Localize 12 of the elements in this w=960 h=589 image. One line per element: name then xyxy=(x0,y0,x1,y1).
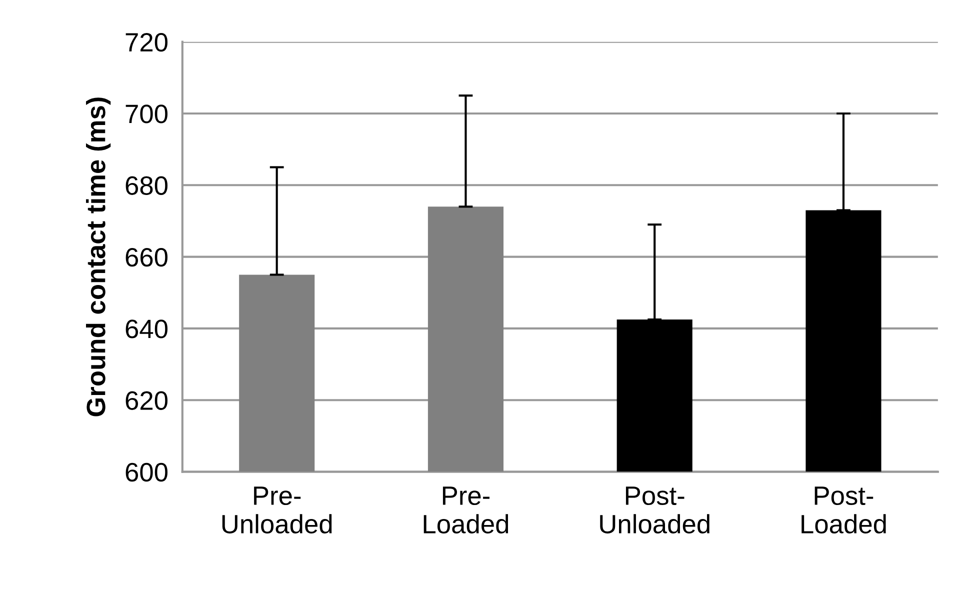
y-axis-title: Ground contact time (ms) xyxy=(86,98,111,416)
y-tick-label: 660 xyxy=(126,248,168,267)
y-tick-label: 700 xyxy=(126,104,168,124)
y-tick-label: 680 xyxy=(126,176,168,195)
x-tick-label: Pre- Unloaded xyxy=(222,486,332,534)
y-tick-label: 720 xyxy=(126,32,168,52)
y-tick-label: 600 xyxy=(126,462,168,482)
x-tick-label: Pre- Loaded xyxy=(424,486,508,534)
y-tick-label: 620 xyxy=(126,391,168,410)
x-tick-label: Post- Unloaded xyxy=(600,486,710,534)
x-tick-label: Post- Loaded xyxy=(802,486,886,534)
y-tick-label: 640 xyxy=(126,320,168,338)
